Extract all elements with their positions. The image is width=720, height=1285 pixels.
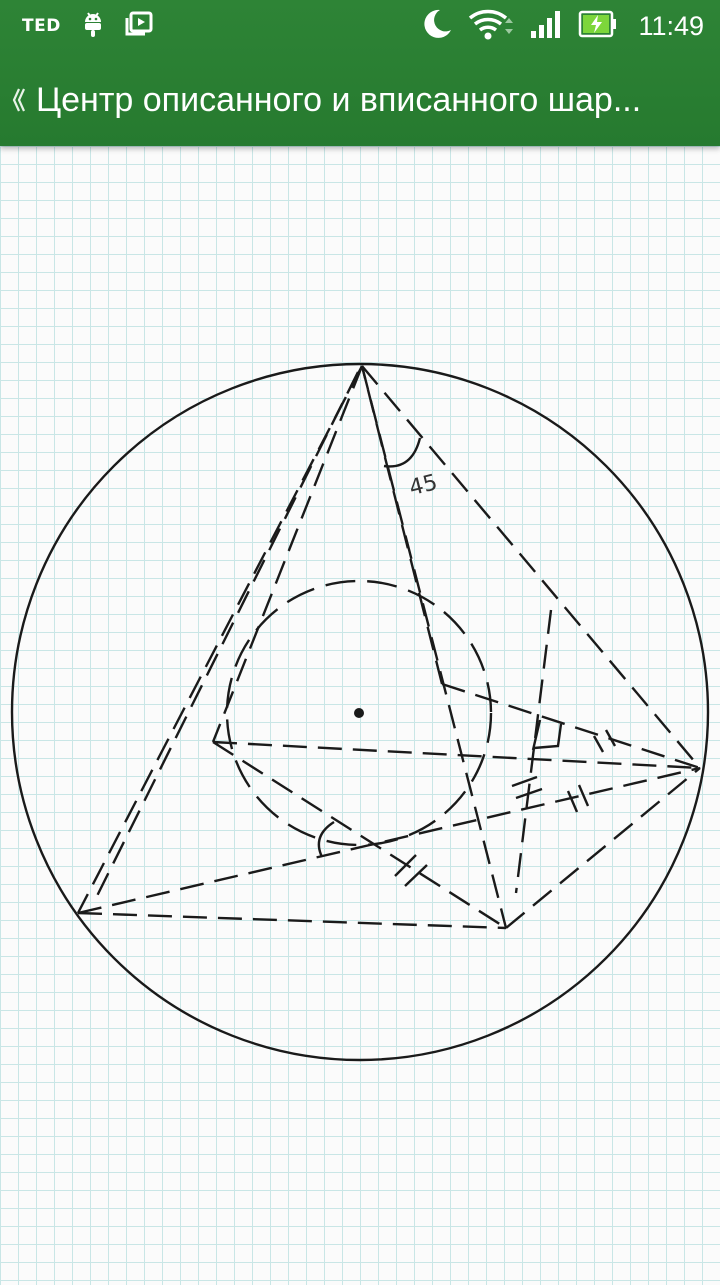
tick-mark [604,729,617,747]
edge-apex-left-inner [92,371,360,903]
page-title: Центр описанного и вписанного шар... [36,80,642,119]
tick-mark [592,735,605,753]
clock: 11:49 [638,10,704,41]
edge-apex-front [360,365,508,929]
geometry-diagram: 45 [10,362,710,1062]
apothem-line [441,682,701,770]
tick-mark [515,787,543,800]
diagram-canvas: 45 [0,146,720,1280]
circumscribed-circle [10,362,710,1062]
chevron-left-icon [12,88,26,112]
edge-apex-right [361,365,701,769]
base-angle-arc [317,820,335,858]
edge-apex-back [211,365,364,743]
apothem-top [360,365,444,685]
angle-label: 45 [407,470,440,501]
edge-base-diagonal-2 [212,740,507,930]
tick-mark [577,784,590,807]
ted-icon: TED [22,16,61,36]
right-angle-mark-2 [531,719,542,751]
video-library-icon [125,10,153,43]
android-icon [81,10,105,43]
tick-mark [511,775,538,788]
right-angle-mark [533,723,563,750]
battery-charging-icon [578,9,618,44]
apex-angle-arc [383,437,422,468]
app-bar: TED [0,0,720,146]
face-height [514,609,553,894]
wifi-icon [468,7,516,46]
toolbar: Центр описанного и вписанного шар... [0,62,720,138]
inscribed-circle [225,579,493,847]
signal-icon [530,9,564,44]
tick-mark [394,854,417,877]
pyramid-edges [76,365,701,930]
edge-apex-left-outer [76,365,364,914]
status-bar: TED [0,0,720,52]
edge-base-back [212,740,701,770]
back-button[interactable] [2,70,36,130]
edge-base-right-front [505,767,701,929]
edge-base-front [77,911,507,930]
center-point [354,708,364,718]
moon-icon [420,7,454,46]
tick-mark [566,790,579,813]
tick-mark [404,864,428,887]
